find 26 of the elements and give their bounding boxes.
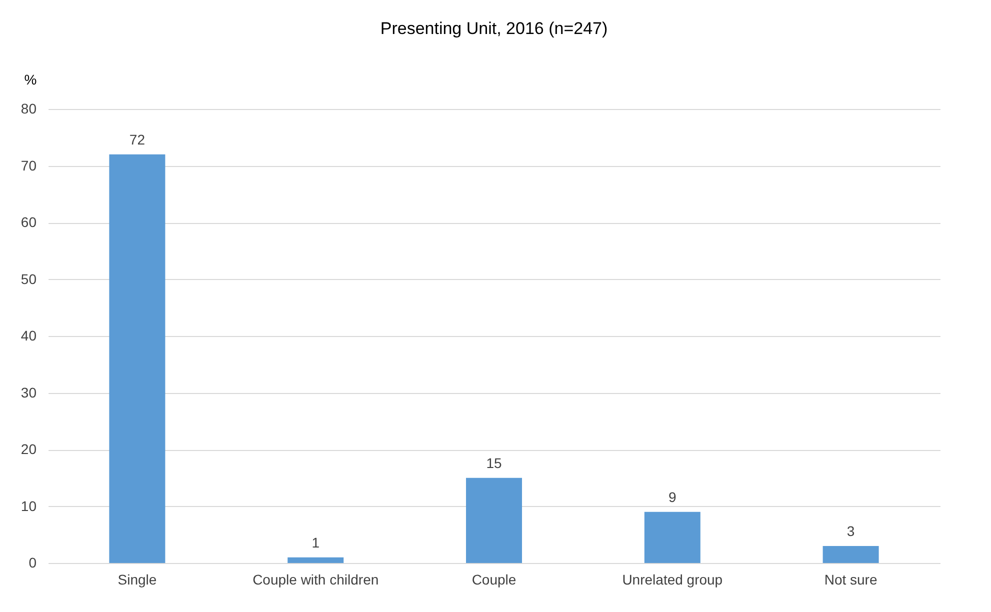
x-tick-label: Unrelated group [622, 572, 723, 588]
y-tick-label: 10 [20, 498, 37, 514]
data-label: 72 [129, 131, 146, 148]
y-tick-label: 40 [20, 328, 37, 344]
y-axis-title: % [24, 72, 37, 88]
bar [644, 512, 700, 563]
bar [109, 154, 166, 563]
y-tick-label: 50 [20, 270, 37, 287]
data-label: 1 [312, 534, 320, 550]
bar [822, 546, 879, 563]
x-tick-label: Couple [472, 572, 516, 588]
y-tick-label: 30 [20, 384, 37, 400]
y-tick-label: 60 [20, 214, 37, 230]
y-tick-label: 0 [28, 554, 37, 570]
data-label: 15 [486, 454, 502, 471]
y-tick-label: 80 [20, 100, 37, 116]
data-label: 3 [846, 522, 855, 539]
x-tick-label: Not sure [824, 572, 878, 588]
x-tick-label: Single [118, 572, 157, 588]
chart-title: Presenting Unit, 2016 (n=247) [380, 19, 608, 38]
bar [466, 478, 522, 563]
y-tick-label: 70 [20, 157, 37, 174]
x-tick-label: Couple with children [252, 572, 379, 588]
y-tick-label: 20 [20, 441, 37, 457]
data-label: 9 [668, 488, 676, 505]
bar [288, 557, 344, 563]
